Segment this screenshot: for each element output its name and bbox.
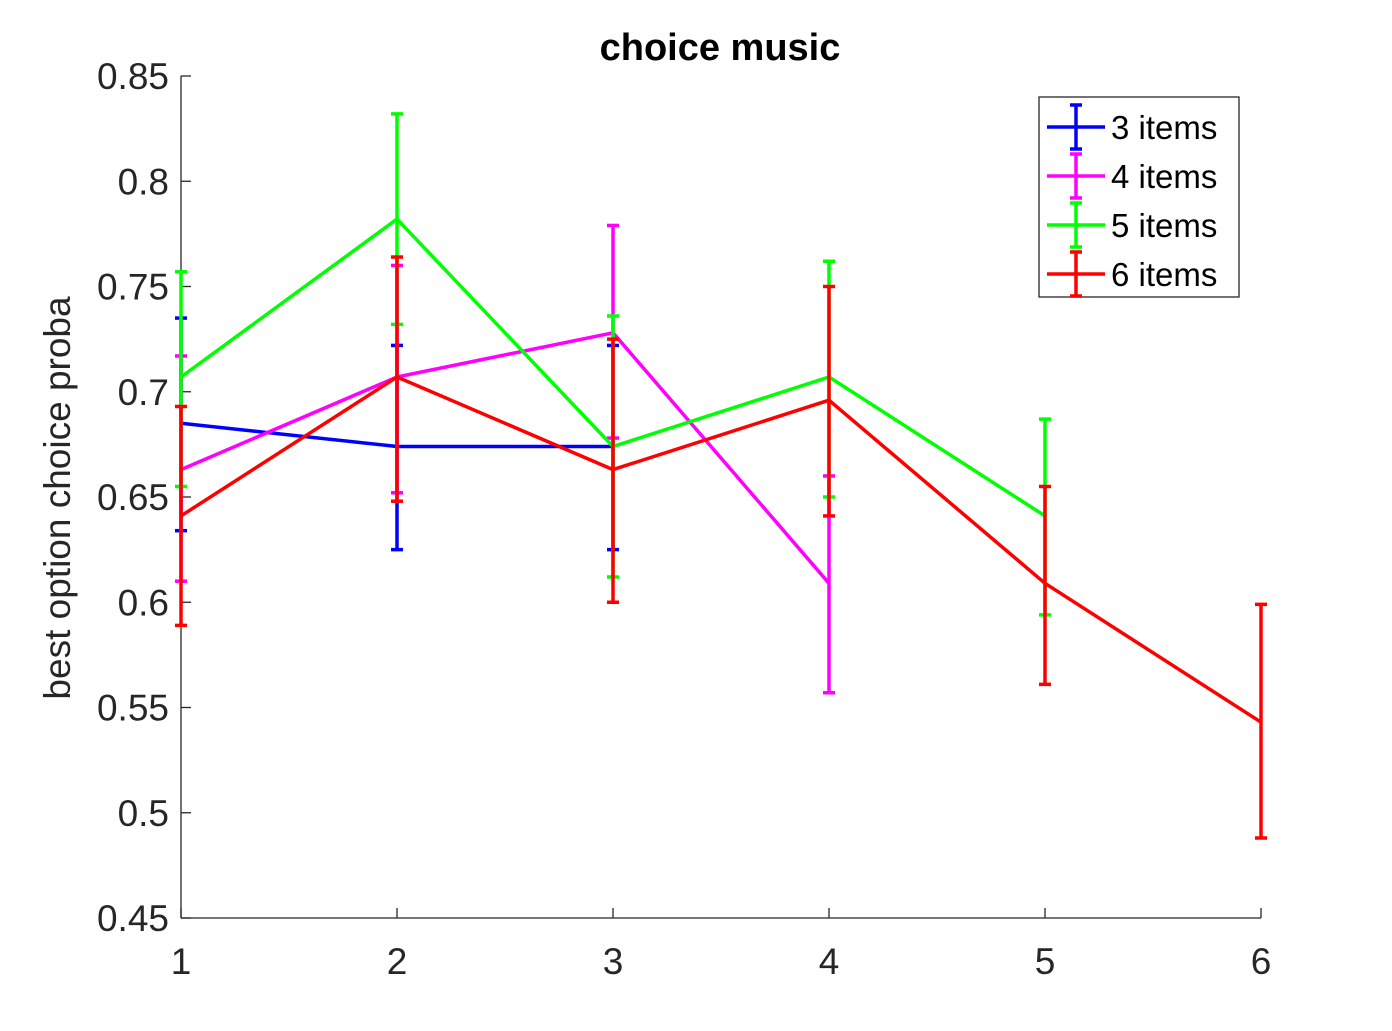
series-4-items: [175, 223, 835, 695]
y-tick-label: 0.7: [118, 372, 169, 413]
y-tick-label: 0.8: [118, 161, 169, 202]
y-tick-label: 0.55: [97, 688, 169, 729]
legend-item[interactable]: 3 items: [1047, 103, 1217, 151]
legend[interactable]: 3 items 4 items 5 items 6 items: [1038, 96, 1240, 298]
y-tick-label: 0.65: [97, 477, 169, 518]
legend-item[interactable]: 6 items: [1047, 250, 1217, 298]
legend-label: 5 items: [1111, 207, 1217, 244]
series-line: [180, 375, 1262, 724]
x-tick-label: 5: [1035, 941, 1056, 982]
x-tick-label: 1: [171, 941, 192, 982]
x-tick-label: 2: [387, 941, 408, 982]
legend-label: 6 items: [1111, 256, 1217, 293]
x-tick-label: 4: [819, 941, 840, 982]
x-tick-label: 3: [603, 941, 624, 982]
legend-item[interactable]: 4 items: [1047, 152, 1217, 200]
axes: 1 2 3 4 5 6 0.45 0.5 0.55 0.6 0.65 0.7 0.75 0.8 0.85: [97, 56, 1271, 982]
legend-label: 3 items: [1111, 109, 1217, 146]
y-tick-label: 0.6: [118, 582, 169, 623]
x-tick-label: 6: [1251, 941, 1272, 982]
y-tick-label: 0.75: [97, 267, 169, 308]
legend-item[interactable]: 5 items: [1047, 201, 1217, 249]
legend-label: 4 items: [1111, 158, 1217, 195]
series-layer: [175, 112, 1267, 840]
chart-title: choice music: [600, 27, 841, 69]
y-axis-label: best option choice proba: [37, 296, 78, 700]
y-tick-label: 0.85: [97, 56, 169, 97]
series-6-items: [175, 255, 1267, 840]
series-line: [180, 331, 831, 585]
y-tick-label: 0.5: [118, 793, 169, 834]
y-tick-label: 0.45: [97, 898, 169, 939]
